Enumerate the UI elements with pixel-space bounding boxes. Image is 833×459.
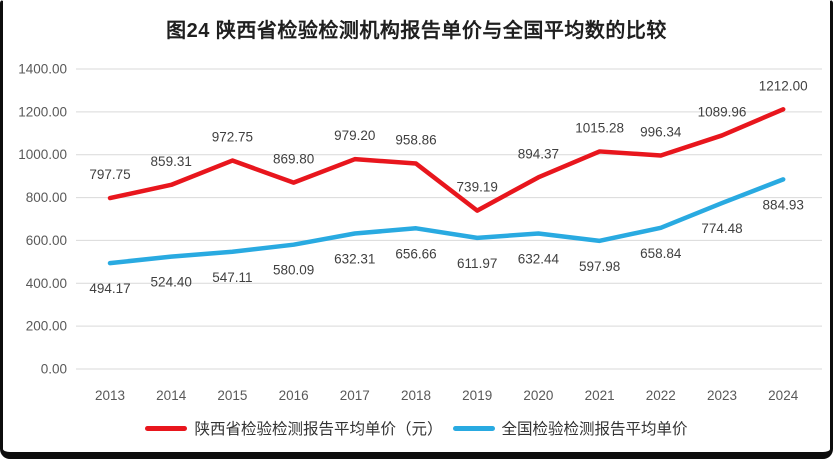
data-label: 979.20 — [334, 128, 375, 143]
chart-legend: 陕西省检验检测报告平均单价（元） 全国检验检测报告平均单价 — [3, 417, 830, 439]
data-label: 859.31 — [151, 154, 192, 169]
chart-title: 图24 陕西省检验检测机构报告单价与全国平均数的比较 — [166, 20, 667, 42]
data-label: 597.98 — [579, 259, 620, 274]
y-axis-tick-label: 800.00 — [26, 190, 67, 205]
x-axis-tick-label: 2018 — [401, 388, 431, 403]
data-label: 972.75 — [212, 130, 253, 145]
x-axis-tick-label: 2013 — [95, 388, 125, 403]
x-axis-tick-label: 2022 — [646, 388, 676, 403]
data-label: 524.40 — [151, 275, 192, 290]
data-label: 774.48 — [701, 221, 742, 236]
data-label: 1212.00 — [759, 78, 808, 93]
series-line-1 — [107, 177, 786, 266]
y-axis-tick-label: 1400.00 — [18, 62, 67, 77]
data-label: 884.93 — [763, 197, 804, 212]
data-label: 494.17 — [89, 281, 130, 296]
data-label: 958.86 — [395, 133, 436, 148]
data-label: 611.97 — [457, 256, 497, 271]
data-label: 996.34 — [640, 124, 682, 139]
legend-item-national: 全国检验检测报告平均单价 — [452, 417, 688, 439]
x-axis-tick-label: 2015 — [217, 388, 247, 403]
legend-swatch-shaanxi-line-icon — [145, 425, 188, 431]
line-chart-canvas: 0.00 200.00 400.00 600.00 800.00 1000.00 1200.… — [18, 62, 822, 403]
x-axis-tick-label: 2020 — [523, 388, 553, 403]
legend-label-national: 全国检验检测报告平均单价 — [501, 421, 688, 438]
y-axis-tick-label: 1000.00 — [18, 147, 67, 162]
data-label: 632.31 — [334, 252, 375, 267]
data-label: 894.37 — [518, 146, 559, 161]
x-axis-tick-label: 2017 — [340, 388, 370, 403]
x-axis-tick-label: 2014 — [156, 388, 187, 403]
y-axis-tick-label: 1200.00 — [18, 104, 67, 119]
data-label: 656.66 — [395, 246, 436, 261]
legend-label-shaanxi: 陕西省检验检测报告平均单价（元） — [194, 421, 443, 438]
data-label: 797.75 — [89, 167, 130, 182]
legend-swatch-national-line-icon — [452, 425, 495, 431]
y-axis-tick-label: 600.00 — [26, 233, 67, 248]
x-axis-tick-label: 2024 — [768, 388, 799, 403]
data-label: 547.11 — [212, 270, 252, 285]
y-axis-tick-label: 200.00 — [26, 319, 67, 334]
x-axis-tick-label: 2019 — [462, 388, 492, 403]
data-label: 632.44 — [518, 251, 560, 266]
legend-item-shaanxi: 陕西省检验检测报告平均单价（元） — [145, 417, 443, 439]
data-label: 869.80 — [273, 152, 314, 167]
x-axis-tick-label: 2021 — [585, 388, 615, 403]
x-axis-tick-label: 2023 — [707, 388, 737, 403]
data-label: 580.09 — [273, 263, 314, 278]
data-label: 1089.96 — [698, 104, 747, 119]
data-label: 658.84 — [640, 246, 682, 261]
data-label: 1015.28 — [575, 120, 624, 135]
x-axis-tick-label: 2016 — [279, 388, 309, 403]
data-label: 739.19 — [457, 180, 498, 195]
y-axis-tick-label: 0.00 — [41, 362, 67, 377]
y-axis-tick-label: 400.00 — [26, 276, 67, 291]
series-line-0 — [107, 107, 786, 213]
